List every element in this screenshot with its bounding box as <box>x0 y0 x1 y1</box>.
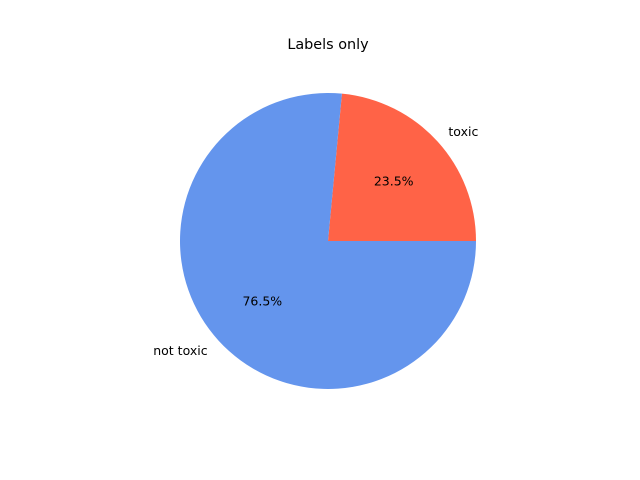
chart-title: Labels only <box>287 37 369 53</box>
slice-label: toxic <box>448 124 478 139</box>
pie-slices <box>179 92 476 389</box>
slice-percentage: 76.5% <box>242 293 282 308</box>
pie-labels: toxic 23.5% not toxic 76.5% <box>153 124 478 358</box>
slice-label: not toxic <box>153 343 207 358</box>
pie-slice-not-toxic <box>179 92 476 389</box>
pie-slice-toxic <box>328 93 476 241</box>
slice-percentage: 23.5% <box>374 174 414 189</box>
